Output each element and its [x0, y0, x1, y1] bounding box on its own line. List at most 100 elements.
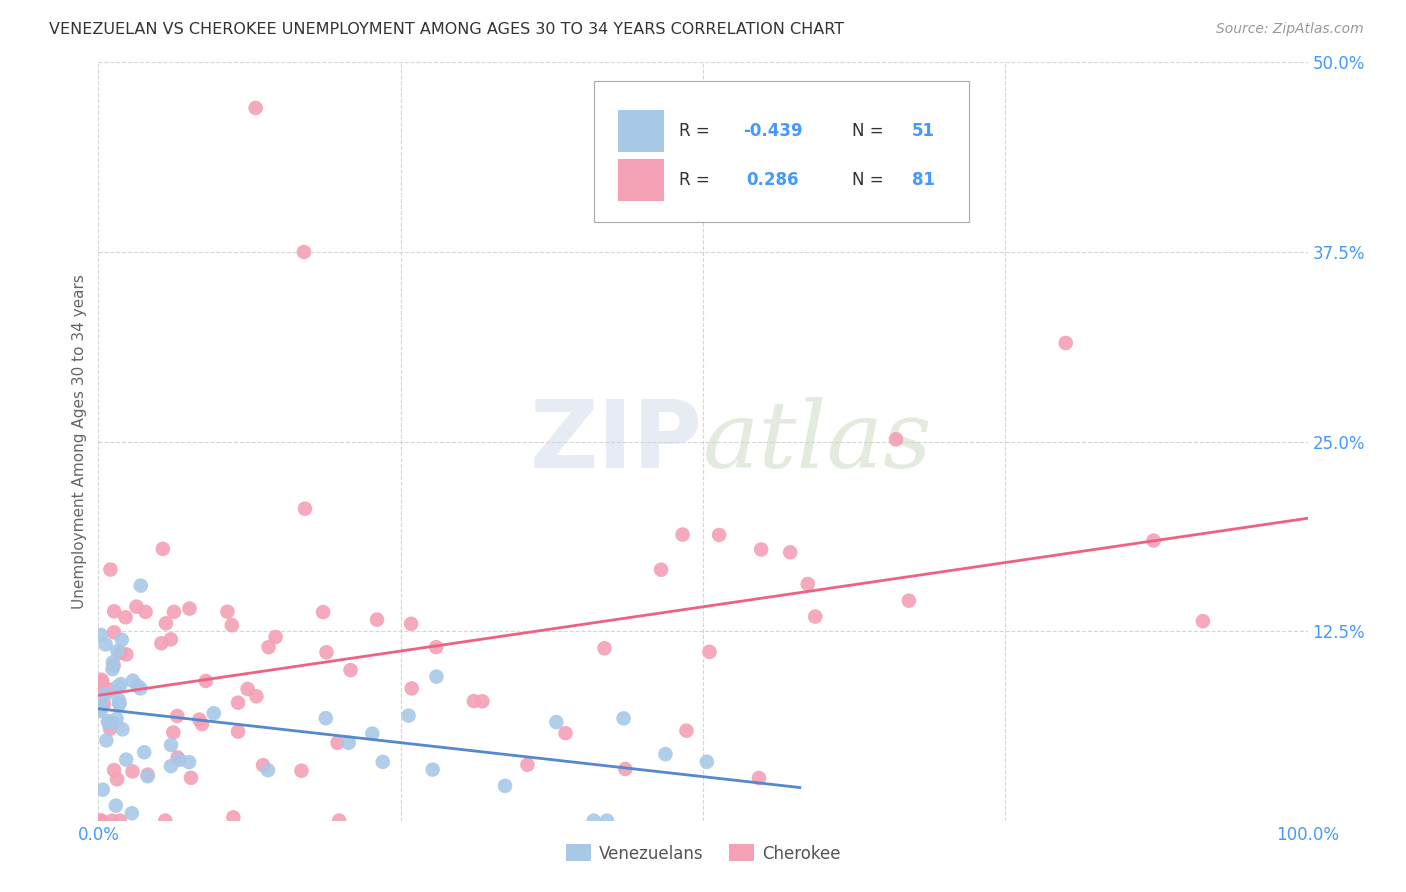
Cherokee [339, 663, 361, 677]
Cherokee [89, 814, 111, 828]
Cherokee [180, 771, 202, 785]
Cherokee [89, 682, 111, 697]
Venezuelans [97, 714, 120, 729]
Venezuelans [101, 662, 124, 676]
Cherokee [399, 616, 422, 631]
Cherokee [98, 722, 121, 736]
Cherokee [315, 645, 337, 659]
Cherokee [105, 772, 128, 787]
Cherokee [108, 814, 131, 828]
Cherokee [101, 814, 124, 828]
Cherokee [1142, 533, 1164, 548]
Venezuelans [111, 632, 134, 647]
Venezuelans [96, 733, 118, 747]
Venezuelans [425, 670, 447, 684]
Cherokee [155, 814, 177, 828]
Cherokee [166, 709, 188, 723]
Y-axis label: Unemployment Among Ages 30 to 34 years: Unemployment Among Ages 30 to 34 years [72, 274, 87, 609]
Venezuelans [136, 769, 159, 783]
Cherokee [100, 682, 122, 697]
Cherokee [115, 648, 138, 662]
Cherokee [188, 713, 211, 727]
Cherokee [103, 625, 125, 640]
Cherokee [90, 673, 112, 687]
Venezuelans [94, 637, 117, 651]
Venezuelans [257, 763, 280, 777]
Text: ZIP: ZIP [530, 395, 703, 488]
Venezuelans [613, 711, 636, 725]
Venezuelans [115, 753, 138, 767]
Legend: Venezuelans, Cherokee: Venezuelans, Cherokee [560, 838, 846, 869]
Cherokee [114, 610, 136, 624]
Venezuelans [111, 723, 134, 737]
Venezuelans [89, 702, 111, 716]
Cherokee [264, 630, 287, 644]
Cherokee [748, 771, 770, 785]
Cherokee [614, 762, 637, 776]
Cherokee [226, 724, 249, 739]
Venezuelans [121, 806, 143, 821]
Venezuelans [160, 759, 183, 773]
Text: N =: N = [852, 171, 889, 189]
Cherokee [1054, 335, 1077, 350]
Cherokee [245, 690, 267, 704]
Venezuelans [89, 704, 111, 718]
Cherokee [217, 605, 239, 619]
Cherokee [150, 636, 173, 650]
Cherokee [152, 541, 174, 556]
Venezuelans [90, 698, 112, 712]
Cherokee [252, 758, 274, 772]
Venezuelans [160, 738, 183, 752]
Venezuelans [422, 763, 444, 777]
Venezuelans [361, 726, 384, 740]
Cherokee [135, 605, 157, 619]
Cherokee [162, 725, 184, 739]
Cherokee [707, 528, 730, 542]
Cherokee [463, 694, 485, 708]
Cherokee [312, 605, 335, 619]
Cherokee [125, 599, 148, 614]
FancyBboxPatch shape [619, 110, 664, 152]
Venezuelans [97, 716, 120, 731]
Cherokee [221, 618, 243, 632]
Cherokee [554, 726, 576, 740]
Cherokee [222, 810, 245, 824]
Cherokee [471, 694, 494, 708]
Venezuelans [127, 679, 149, 693]
Cherokee [93, 697, 115, 711]
Venezuelans [177, 755, 200, 769]
Cherokee [326, 736, 349, 750]
Text: VENEZUELAN VS CHEROKEE UNEMPLOYMENT AMONG AGES 30 TO 34 YEARS CORRELATION CHART: VENEZUELAN VS CHEROKEE UNEMPLOYMENT AMON… [49, 22, 845, 37]
Venezuelans [101, 715, 124, 730]
Cherokee [136, 767, 159, 781]
Cherokee [699, 645, 721, 659]
Cherokee [401, 681, 423, 696]
Cherokee [897, 593, 920, 607]
Venezuelans [105, 712, 128, 726]
Venezuelans [202, 706, 225, 721]
Venezuelans [696, 755, 718, 769]
Cherokee [804, 609, 827, 624]
Cherokee [110, 646, 132, 660]
Text: -0.439: -0.439 [742, 121, 803, 140]
Cherokee [179, 601, 201, 615]
Cherokee [516, 757, 538, 772]
Cherokee [779, 545, 801, 559]
Text: 51: 51 [912, 121, 935, 140]
Text: 0.286: 0.286 [747, 171, 799, 189]
Venezuelans [169, 753, 191, 767]
Venezuelans [134, 745, 156, 759]
Cherokee [425, 640, 447, 655]
Venezuelans [129, 681, 152, 696]
Cherokee [884, 433, 907, 447]
Cherokee [191, 717, 214, 731]
Venezuelans [90, 628, 112, 642]
Venezuelans [582, 814, 605, 828]
Venezuelans [104, 798, 127, 813]
Venezuelans [546, 715, 568, 730]
Text: R =: R = [679, 171, 714, 189]
Text: 81: 81 [912, 171, 935, 189]
Cherokee [257, 640, 280, 654]
Cherokee [671, 527, 693, 541]
Cherokee [166, 750, 188, 764]
